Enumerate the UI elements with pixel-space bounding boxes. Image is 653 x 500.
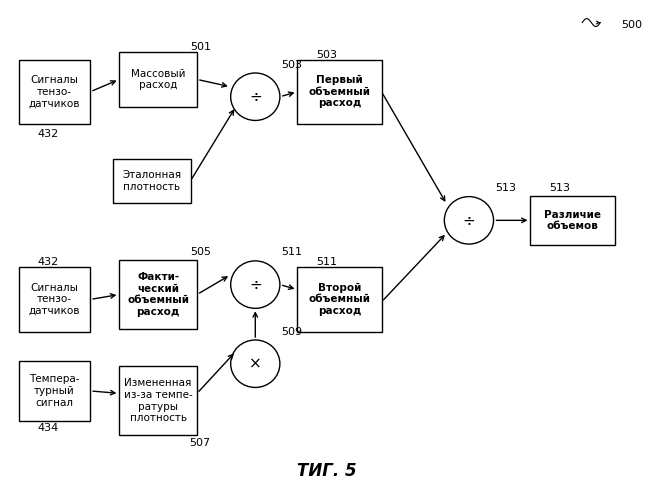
Text: ×: ×	[249, 356, 262, 371]
FancyBboxPatch shape	[19, 60, 90, 124]
FancyBboxPatch shape	[19, 361, 90, 420]
Text: 432: 432	[37, 129, 59, 139]
Text: ÷: ÷	[462, 213, 475, 228]
FancyBboxPatch shape	[530, 196, 614, 245]
FancyBboxPatch shape	[297, 268, 381, 332]
Text: ΤИГ. 5: ΤИГ. 5	[296, 462, 357, 480]
FancyBboxPatch shape	[19, 268, 90, 332]
Text: 434: 434	[37, 423, 59, 433]
Text: Факти-
ческий
объемный
расход: Факти- ческий объемный расход	[127, 272, 189, 317]
Text: 513: 513	[549, 183, 570, 193]
Text: Темпера-
турный
сигнал: Темпера- турный сигнал	[29, 374, 80, 408]
Text: Сигналы
тензо-
датчиков: Сигналы тензо- датчиков	[29, 75, 80, 108]
Ellipse shape	[231, 73, 280, 120]
Text: 511: 511	[281, 248, 302, 258]
Text: 503: 503	[316, 50, 337, 59]
Text: 513: 513	[495, 183, 516, 193]
FancyBboxPatch shape	[119, 52, 197, 106]
Text: 501: 501	[190, 42, 211, 52]
Text: 432: 432	[37, 258, 59, 268]
Ellipse shape	[231, 340, 280, 388]
Text: ÷: ÷	[249, 277, 262, 292]
Text: 503: 503	[281, 60, 302, 70]
Text: Второй
объемный
расход: Второй объемный расход	[308, 283, 370, 316]
FancyBboxPatch shape	[119, 366, 197, 436]
Text: Сигналы
тензо-
датчиков: Сигналы тензо- датчиков	[29, 283, 80, 316]
Text: Эталонная
плотность: Эталонная плотность	[122, 170, 182, 192]
Text: 511: 511	[316, 258, 337, 268]
FancyBboxPatch shape	[113, 158, 191, 203]
Text: Различие
объемов: Различие объемов	[544, 210, 601, 231]
Text: Массовый
расход: Массовый расход	[131, 68, 185, 90]
Text: 505: 505	[190, 248, 211, 258]
FancyBboxPatch shape	[119, 260, 197, 329]
Ellipse shape	[444, 196, 494, 244]
Ellipse shape	[231, 261, 280, 308]
Text: 507: 507	[189, 438, 211, 448]
Text: 500: 500	[621, 20, 642, 30]
Text: ÷: ÷	[249, 89, 262, 104]
FancyBboxPatch shape	[297, 60, 381, 124]
Text: Измененная
из-за темпе-
ратуры
плотность: Измененная из-за темпе- ратуры плотность	[124, 378, 193, 423]
Text: Первый
объемный
расход: Первый объемный расход	[308, 75, 370, 108]
Text: 509: 509	[281, 326, 302, 336]
